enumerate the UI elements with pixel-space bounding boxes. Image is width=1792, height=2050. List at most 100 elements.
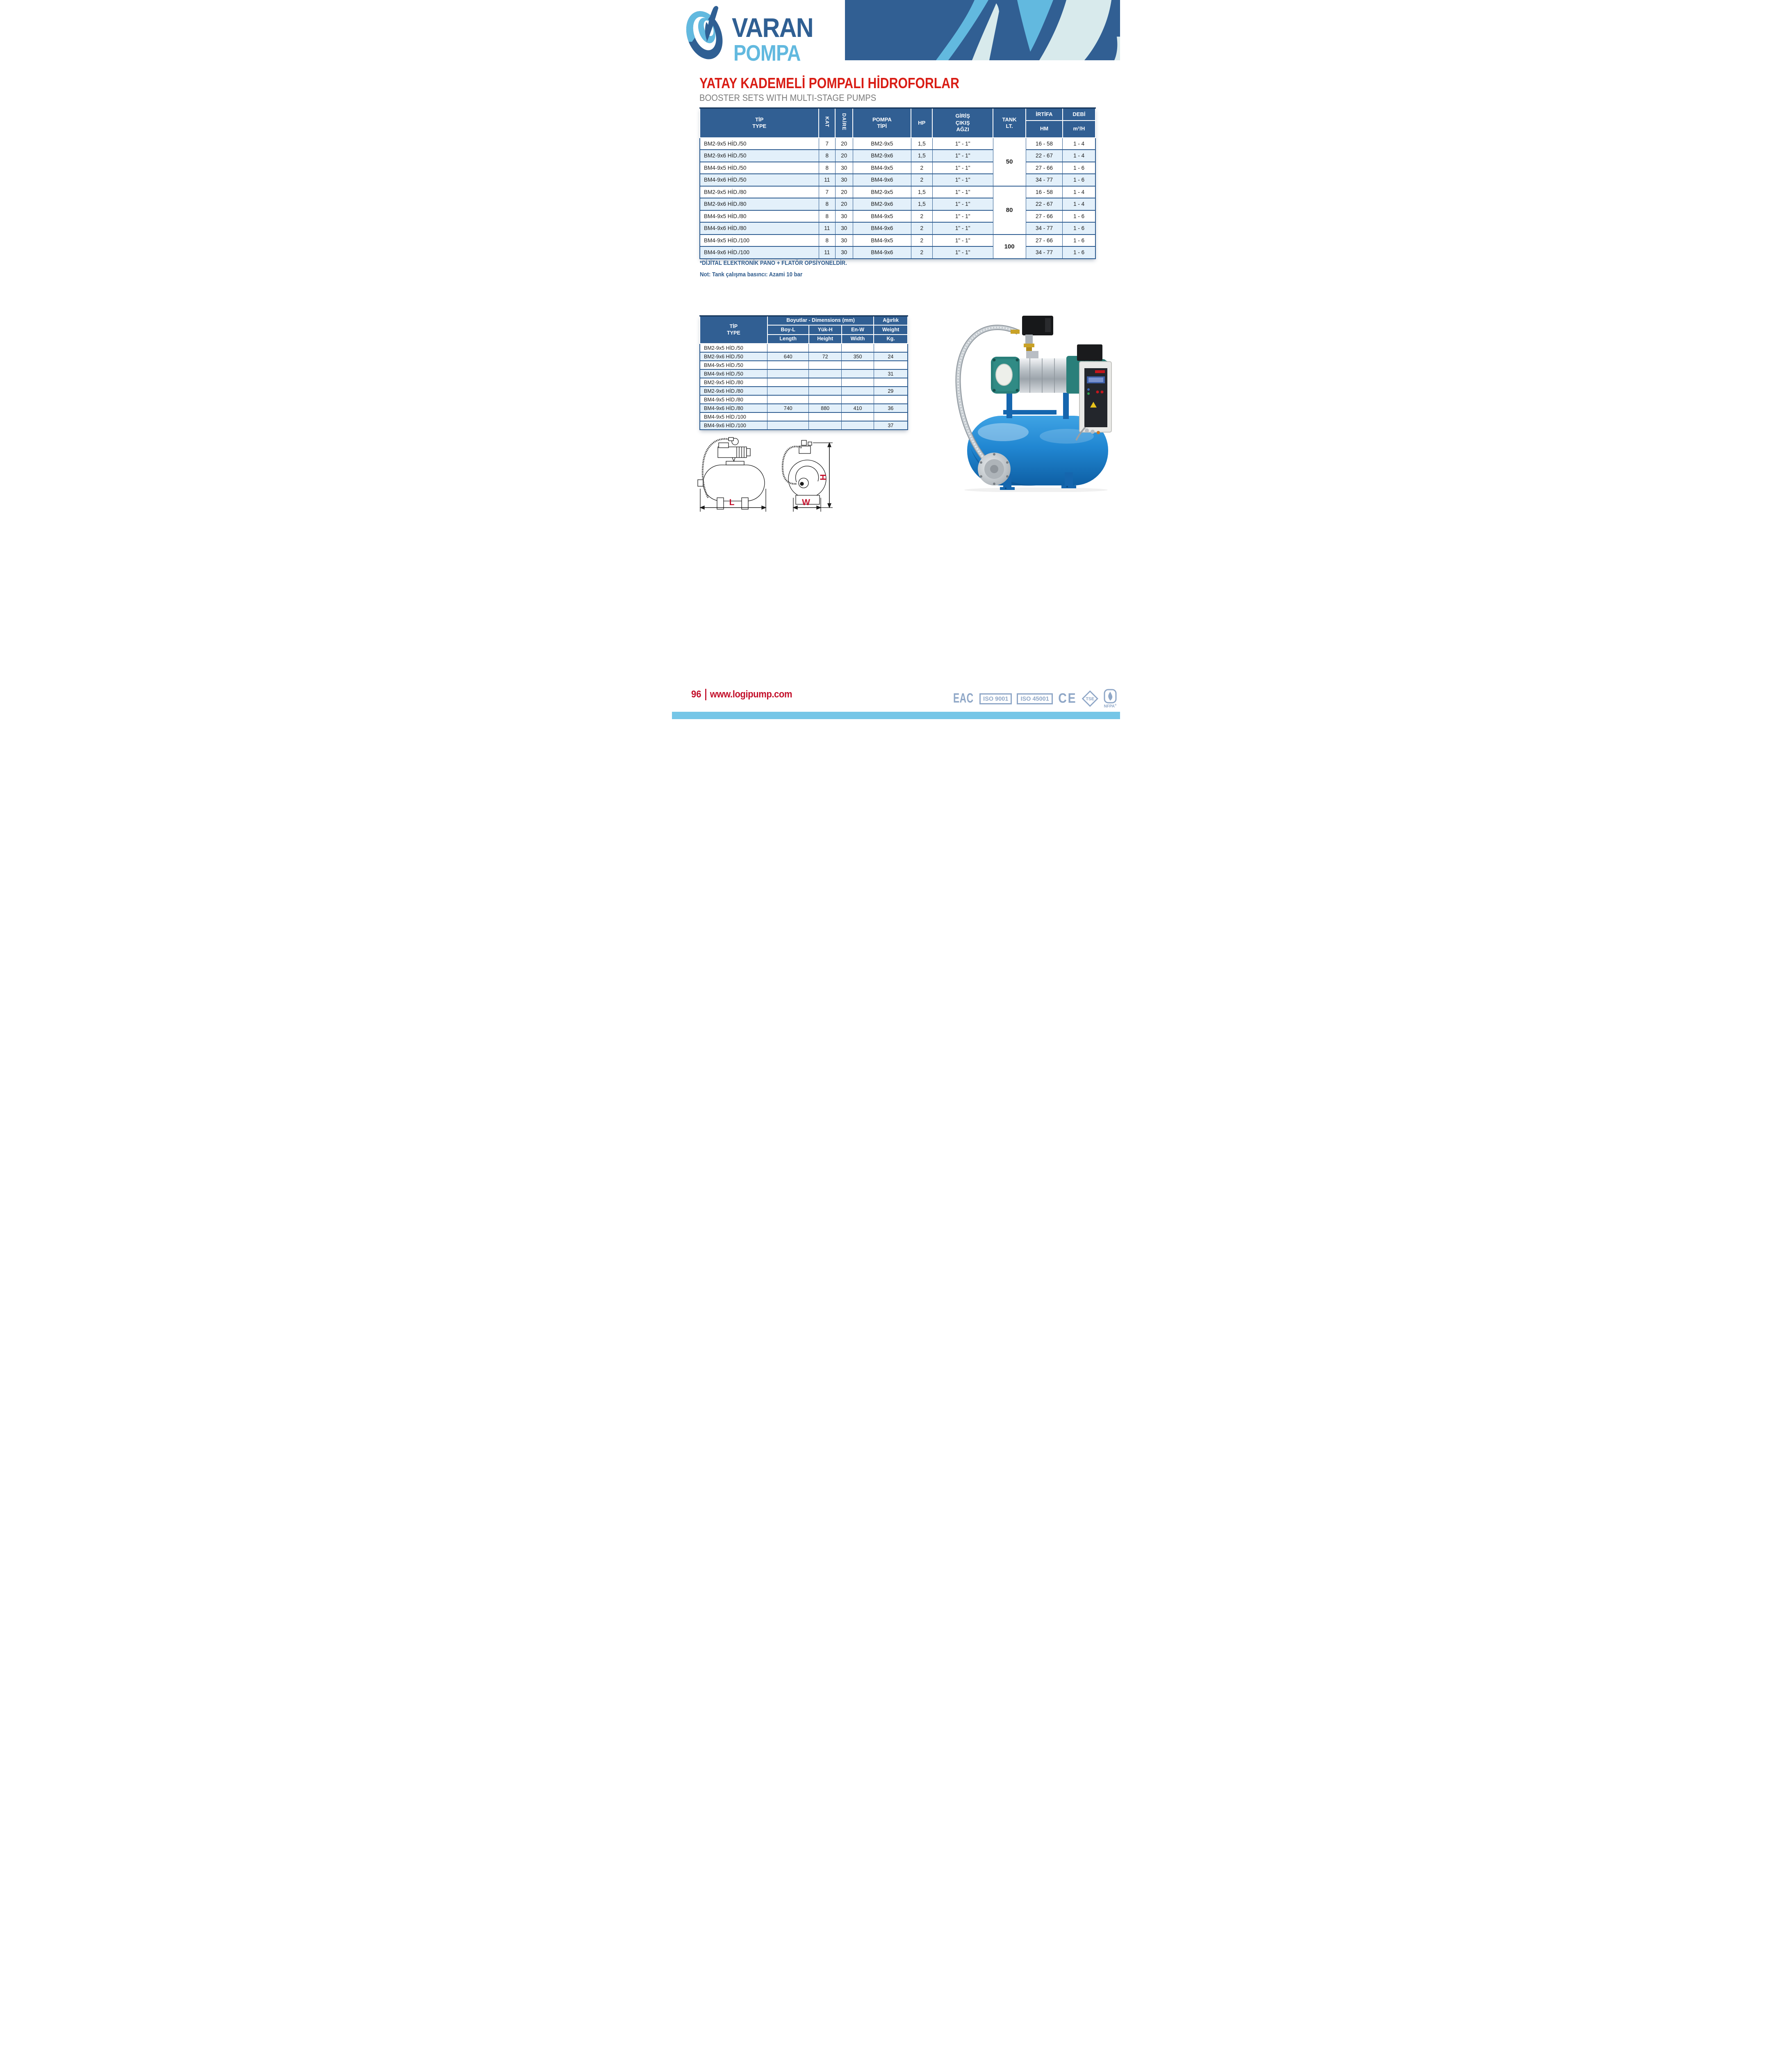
- dim-cell-length: [767, 412, 809, 422]
- dimension-h: [813, 442, 833, 508]
- dimension-l: [699, 489, 767, 512]
- label-width: W: [802, 498, 810, 507]
- spec-cell-pump-type: BM4-9x6: [852, 173, 911, 187]
- drawing-front-view: [781, 440, 827, 505]
- spec-cell-ports: 1" - 1": [932, 185, 993, 198]
- spec-cell-hp: 1,5: [911, 185, 933, 198]
- dim-cell-length: [767, 343, 809, 353]
- dim-cell-type: BM4-9x6 HİD./80: [699, 403, 768, 413]
- spec-cell-kat: 8: [818, 210, 836, 223]
- spec-cell-daire: 20: [835, 198, 853, 211]
- spec-cell-head: 27 - 66: [1025, 210, 1063, 223]
- spec-cell-ports: 1" - 1": [932, 234, 993, 247]
- dim-cell-length: 740: [767, 403, 809, 413]
- spec-cell-type: BM4-9x6 HİD./100: [699, 246, 819, 259]
- col-header-head-unit: HM: [1025, 120, 1063, 138]
- spec-cell-daire: 30: [835, 222, 853, 235]
- spec-cell-pump-type: BM2-9x6: [852, 149, 911, 162]
- nfpa-logo-icon: NFPA®: [1103, 689, 1117, 708]
- col-header-hp: HP: [911, 107, 933, 138]
- spec-cell-kat: 11: [818, 173, 836, 187]
- spec-cell-hp: 2: [911, 246, 933, 259]
- footer-left: 96 www.logipump.com: [691, 689, 792, 700]
- dimension-row: BM4-9x5 HİD./80: [699, 395, 908, 405]
- col-header-pump-type: POMPA TİPİ: [852, 107, 912, 138]
- dim-group-header: Boyutlar - Dimensions (mm): [767, 315, 874, 326]
- dim-col-header-boy: Boy-L: [767, 325, 809, 335]
- col-header-head: İRTİFA: [1025, 107, 1063, 121]
- spec-cell-type: BM2-9x6 HİD./80: [699, 198, 819, 211]
- dim-cell-type: BM4-9x6 HİD./50: [699, 369, 768, 379]
- dim-cell-height: [808, 412, 842, 422]
- dim-cell-width: 350: [841, 352, 874, 362]
- spec-cell-pump-type: BM2-9x5: [852, 185, 911, 198]
- spec-row: BM4-9x5 HİD./100 8 30 BM4-9x5 2 1" - 1" 100 27 …: [699, 234, 1096, 259]
- spec-cell-hp: 2: [911, 173, 933, 187]
- flexible-hose: [955, 325, 1019, 470]
- spec-cell-kat: 7: [818, 185, 836, 198]
- dim-col-header-weight-tr: Ağırlık: [873, 315, 908, 326]
- spec-cell-kat: 7: [818, 137, 836, 150]
- tse-logo-icon: TSE: [1082, 690, 1098, 707]
- spec-cell-head: 22 - 67: [1025, 198, 1063, 211]
- spec-cell-kat: 8: [818, 234, 836, 247]
- spec-cell-ports: 1" - 1": [932, 149, 993, 162]
- spec-cell-head: 34 - 77: [1025, 173, 1063, 187]
- spec-cell-type: BM2-9x5 HİD./80: [699, 185, 819, 198]
- dim-cell-type: BM2-9x6 HİD./80: [699, 386, 768, 396]
- dim-cell-width: [841, 369, 874, 379]
- spec-row: BM2-9x5 HİD./50 7 20 BM2-9x5 1,5 1" - 1" 50 16 …: [699, 137, 1096, 187]
- spec-row: BM4-9x5 HİD./50 8 30 BM4-9x5 2 1" - 1" 27 - 66…: [699, 161, 1096, 174]
- spec-cell-type: BM2-9x6 HİD./50: [699, 149, 819, 162]
- dim-cell-length: 640: [767, 352, 809, 362]
- spec-cell-head: 16 - 58: [1025, 137, 1063, 150]
- solenoid-valve: [1011, 316, 1053, 354]
- note-tank-pressure: Not: Tank çalışma basıncı: Azami 10 bar: [700, 271, 803, 278]
- dim-cell-width: [841, 395, 874, 405]
- spec-cell-ports: 1" - 1": [932, 161, 993, 174]
- dim-cell-height: [808, 386, 842, 396]
- brand-logo-icon: [684, 5, 727, 63]
- dim-cell-height: [808, 360, 842, 370]
- eac-logo: EAC: [953, 691, 974, 706]
- specification-table: TİP TYPE KAT DAİRE POMPA TİPİ HP GİRİŞ Ç…: [699, 107, 1096, 259]
- dim-cell-weight: [873, 378, 908, 387]
- dim-cell-type: BM4-9x5 HİD./100: [699, 412, 768, 422]
- spec-cell-type: BM4-9x5 HİD./80: [699, 210, 819, 223]
- bottom-color-bar: [672, 712, 1120, 719]
- dimension-drawings: L W H: [697, 437, 833, 512]
- spec-cell-hp: 2: [911, 210, 933, 223]
- spec-row: BM4-9x5 HİD./80 8 30 BM4-9x5 2 1" - 1" 27 - 66…: [699, 210, 1096, 223]
- website-link[interactable]: www.logipump.com: [710, 689, 792, 700]
- col-header-daire: DAİRE: [835, 107, 854, 138]
- spec-row: BM4-9x6 HİD./80 11 30 BM4-9x6 2 1" - 1" 34 - 7…: [699, 222, 1096, 235]
- dimension-row: BM2-9x6 HİD./80 29: [699, 386, 908, 396]
- col-header-type: TİP TYPE: [699, 107, 820, 138]
- col-header-flow: DEBİ: [1062, 107, 1096, 121]
- dim-cell-weight: 24: [873, 352, 908, 362]
- spec-cell-daire: 30: [835, 234, 853, 247]
- dim-cell-height: [808, 343, 842, 353]
- dim-cell-length: [767, 395, 809, 405]
- dim-cell-length: [767, 369, 809, 379]
- label-height: H: [819, 474, 828, 480]
- spec-cell-flow: 1 - 4: [1062, 185, 1096, 198]
- spec-cell-kat: 8: [818, 198, 836, 211]
- spec-cell-kat: 11: [818, 222, 836, 235]
- page-title: YATAY KADEMELİ POMPALI HİDROFORLAR: [699, 75, 959, 91]
- dimension-row: BM4-9x6 HİD./50 31: [699, 369, 908, 379]
- dim-col-header-kg: Kg.: [873, 334, 908, 344]
- dim-cell-type: BM4-9x6 HİD./100: [699, 421, 768, 430]
- spec-cell-flow: 1 - 6: [1062, 210, 1096, 223]
- dim-cell-height: [808, 369, 842, 379]
- dimension-row: BM2-9x6 HİD./50 640 72 350 24: [699, 352, 908, 362]
- page-subtitle: BOOSTER SETS WITH MULTI-STAGE PUMPS: [699, 93, 877, 103]
- dim-cell-width: [841, 386, 874, 396]
- spec-cell-ports: 1" - 1": [932, 173, 993, 187]
- tank-capacity-cell: 80: [993, 185, 1026, 235]
- dim-col-header-width: Width: [841, 334, 874, 344]
- dim-cell-weight: [873, 395, 908, 405]
- pump-bracket: [1003, 392, 1069, 419]
- dim-cell-type: BM2-9x6 HİD./50: [699, 352, 768, 362]
- spec-cell-hp: 1,5: [911, 137, 933, 150]
